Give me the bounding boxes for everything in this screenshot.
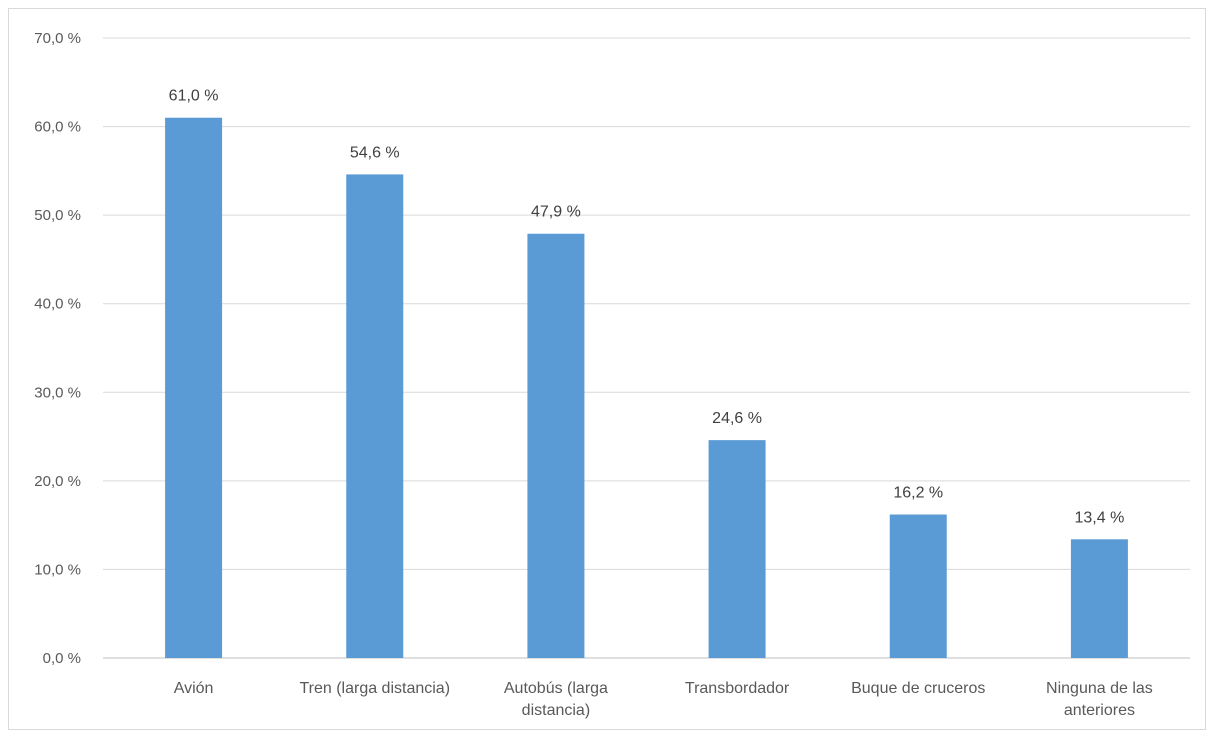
- x-category-label-line: Avión: [174, 680, 214, 697]
- y-tick-label: 30,0 %: [34, 384, 81, 401]
- x-category-label: Autobús (larga distancia): [504, 680, 608, 719]
- x-category-label-line: Autobús (larga: [504, 680, 608, 697]
- x-category-label-line: Buque de cruceros: [851, 680, 985, 697]
- y-tick-label: 40,0 %: [34, 296, 81, 313]
- data-labels: 61,0 % 54,6 % 47,9 % 24,6 % 16,2 % 13,4 %: [169, 88, 1125, 527]
- y-tick-label: 0,0 %: [43, 650, 81, 667]
- data-label: 13,4 %: [1075, 509, 1125, 526]
- bar: [889, 514, 947, 658]
- bar: [1070, 539, 1128, 658]
- data-label: 24,6 %: [712, 410, 762, 427]
- x-category-label-line: distancia): [522, 702, 590, 719]
- x-category-label-line: Tren (larga distancia): [299, 680, 450, 697]
- x-category-label-line: Transbordador: [685, 680, 790, 697]
- y-tick-label: 50,0 %: [34, 207, 81, 224]
- y-tick-label: 20,0 %: [34, 473, 81, 490]
- x-category-label: Buque de cruceros: [851, 680, 985, 697]
- x-category-label: Transbordador: [685, 680, 790, 697]
- y-tick-label: 10,0 %: [34, 561, 81, 578]
- x-category-label: Avión: [174, 680, 214, 697]
- y-tick-label: 60,0 %: [34, 119, 81, 136]
- x-category-label: Ninguna de las anteriores: [1046, 680, 1153, 719]
- bar: [527, 233, 585, 658]
- y-axis-ticks: 0,0 % 10,0 % 20,0 % 30,0 % 40,0 % 50,0 % 60,0 …: [34, 30, 81, 667]
- x-category-label-line: anteriores: [1064, 702, 1135, 719]
- bars: [165, 117, 1128, 658]
- y-tick-label: 70,0 %: [34, 30, 81, 47]
- bar: [165, 117, 223, 658]
- x-category-label: Tren (larga distancia): [299, 680, 450, 697]
- data-label: 47,9 %: [531, 204, 581, 221]
- data-label: 61,0 %: [169, 88, 219, 105]
- bar: [346, 174, 404, 658]
- bar: [708, 440, 766, 658]
- gridlines: [103, 37, 1190, 659]
- x-axis-categories: Avión Tren (larga distancia) Autobús (larg…: [174, 680, 1153, 719]
- data-label: 16,2 %: [893, 485, 943, 502]
- data-label: 54,6 %: [350, 144, 400, 161]
- x-category-label-line: Ninguna de las: [1046, 680, 1153, 697]
